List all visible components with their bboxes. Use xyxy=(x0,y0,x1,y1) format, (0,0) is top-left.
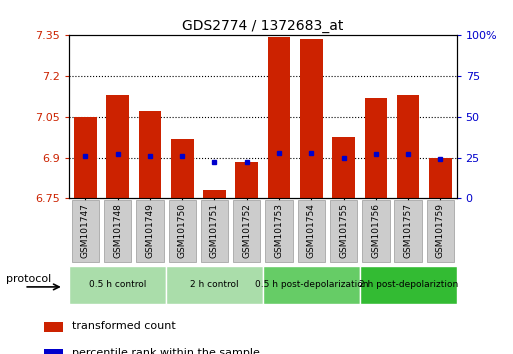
FancyBboxPatch shape xyxy=(168,200,196,262)
Title: GDS2774 / 1372683_at: GDS2774 / 1372683_at xyxy=(182,19,344,33)
Text: GSM101757: GSM101757 xyxy=(404,204,412,258)
FancyBboxPatch shape xyxy=(201,200,228,262)
Text: GSM101747: GSM101747 xyxy=(81,204,90,258)
Bar xyxy=(44,321,63,332)
Text: transformed count: transformed count xyxy=(72,321,175,331)
Bar xyxy=(74,117,96,198)
Text: GSM101753: GSM101753 xyxy=(274,204,284,258)
Text: GSM101756: GSM101756 xyxy=(371,204,380,258)
Bar xyxy=(365,98,387,198)
FancyBboxPatch shape xyxy=(233,200,261,262)
Bar xyxy=(332,137,355,198)
FancyBboxPatch shape xyxy=(72,200,99,262)
Text: protocol: protocol xyxy=(6,274,51,284)
Bar xyxy=(397,95,420,198)
FancyBboxPatch shape xyxy=(69,266,166,304)
Text: 2 h post-depolariztion: 2 h post-depolariztion xyxy=(359,280,458,290)
FancyBboxPatch shape xyxy=(298,200,325,262)
Text: GSM101752: GSM101752 xyxy=(242,204,251,258)
Text: GSM101759: GSM101759 xyxy=(436,204,445,258)
Text: GSM101748: GSM101748 xyxy=(113,204,122,258)
FancyBboxPatch shape xyxy=(330,200,358,262)
Bar xyxy=(235,162,258,198)
Bar xyxy=(106,95,129,198)
FancyBboxPatch shape xyxy=(394,200,422,262)
FancyBboxPatch shape xyxy=(360,266,457,304)
Text: GSM101751: GSM101751 xyxy=(210,204,219,258)
FancyBboxPatch shape xyxy=(263,266,360,304)
Bar xyxy=(268,37,290,198)
Bar xyxy=(139,112,161,198)
Text: GSM101754: GSM101754 xyxy=(307,204,316,258)
FancyBboxPatch shape xyxy=(104,200,131,262)
Text: 0.5 h control: 0.5 h control xyxy=(89,280,146,290)
Bar xyxy=(44,349,63,354)
FancyBboxPatch shape xyxy=(427,200,454,262)
Text: GSM101750: GSM101750 xyxy=(177,204,187,258)
FancyBboxPatch shape xyxy=(136,200,164,262)
Bar xyxy=(429,158,452,198)
Bar xyxy=(171,138,193,198)
Text: 0.5 h post-depolarization: 0.5 h post-depolarization xyxy=(254,280,368,290)
Bar xyxy=(300,39,323,198)
FancyBboxPatch shape xyxy=(166,266,263,304)
Text: GSM101755: GSM101755 xyxy=(339,204,348,258)
Text: 2 h control: 2 h control xyxy=(190,280,239,290)
FancyBboxPatch shape xyxy=(362,200,389,262)
Text: percentile rank within the sample: percentile rank within the sample xyxy=(72,348,260,354)
Bar xyxy=(203,190,226,198)
FancyBboxPatch shape xyxy=(265,200,293,262)
Text: GSM101749: GSM101749 xyxy=(146,204,154,258)
